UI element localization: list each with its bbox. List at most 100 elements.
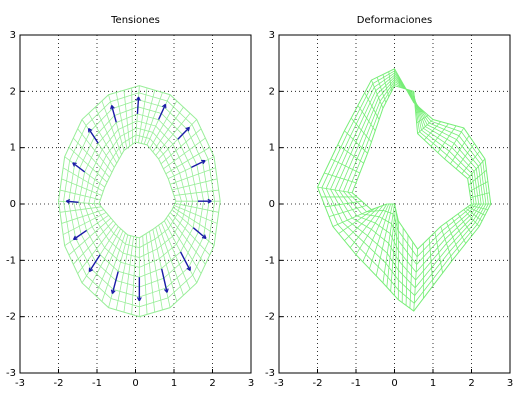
mesh-line xyxy=(137,87,148,143)
mesh-line xyxy=(362,203,390,262)
mesh-boundary xyxy=(98,141,177,239)
mesh-line xyxy=(88,228,121,290)
mesh-line xyxy=(344,206,380,241)
mesh-line xyxy=(143,92,163,145)
mesh-line xyxy=(449,135,470,165)
mesh-line xyxy=(463,209,480,227)
chart-title: Deformaciones xyxy=(357,15,432,26)
mesh-line xyxy=(469,205,488,211)
mesh-line xyxy=(170,167,216,185)
mesh-line xyxy=(388,71,393,92)
mesh-line xyxy=(386,208,396,288)
x-tick-label: -2 xyxy=(313,378,323,389)
mesh-line xyxy=(155,113,191,156)
mesh-line xyxy=(440,226,453,261)
mesh-boundary xyxy=(316,68,492,312)
mesh-line xyxy=(140,90,156,144)
x-tick-label: -2 xyxy=(54,378,64,389)
mesh-line xyxy=(158,224,184,296)
mesh-line xyxy=(457,213,473,236)
mesh-line xyxy=(145,233,156,313)
arrow-head xyxy=(135,96,141,101)
mesh-line xyxy=(325,200,362,208)
arrow-head xyxy=(87,127,93,133)
mesh-line xyxy=(146,94,171,146)
arrow-head xyxy=(201,159,206,165)
arrow-head xyxy=(185,126,190,132)
mesh-line xyxy=(94,230,124,296)
y-tick-label: -2 xyxy=(6,312,16,323)
mesh-line xyxy=(108,94,125,151)
mesh-line xyxy=(437,125,457,153)
mesh-line xyxy=(337,144,364,164)
mesh-line xyxy=(330,158,361,174)
mesh-line xyxy=(173,205,218,224)
mesh-line xyxy=(434,232,444,274)
mesh-line xyxy=(338,207,376,234)
x-tick-label: -1 xyxy=(92,378,102,389)
mesh-line xyxy=(451,217,467,244)
mesh-line xyxy=(61,209,104,224)
arrow-head xyxy=(110,105,115,110)
mesh-line xyxy=(73,137,110,178)
mesh-line xyxy=(142,235,148,315)
arrow xyxy=(157,103,167,120)
mesh-line xyxy=(77,223,117,274)
mesh-line xyxy=(77,128,113,173)
mesh-line xyxy=(88,113,118,164)
mesh-line xyxy=(468,169,487,186)
arrow-head xyxy=(72,162,77,167)
arrow-head xyxy=(110,289,116,294)
mesh-line xyxy=(58,200,99,205)
mesh-line xyxy=(174,202,219,213)
y-tick-label: 2 xyxy=(10,86,16,97)
mesh-line xyxy=(131,87,134,145)
mesh-line xyxy=(149,100,178,149)
mesh-line xyxy=(171,209,215,246)
y-tick-label: 3 xyxy=(269,30,275,41)
mesh-line xyxy=(401,227,404,303)
mesh-line xyxy=(357,105,376,131)
mesh-line xyxy=(470,192,490,199)
mesh-line xyxy=(467,158,486,179)
mesh-line xyxy=(405,234,409,306)
mesh-line xyxy=(94,106,120,160)
y-tick-label: 1 xyxy=(269,143,275,154)
x-tick-label: 1 xyxy=(171,378,177,389)
arrow xyxy=(191,159,206,169)
mesh-line xyxy=(115,92,128,149)
y-tick-label: -3 xyxy=(6,368,16,379)
mesh-line xyxy=(161,222,191,290)
x-tick-label: 3 xyxy=(248,378,254,389)
mesh-line xyxy=(155,227,178,302)
mesh-line xyxy=(163,137,206,170)
x-tick-label: -1 xyxy=(351,378,361,389)
x-tick-label: -3 xyxy=(274,378,284,389)
mesh-line xyxy=(149,231,163,310)
mesh-line xyxy=(461,150,480,174)
mesh-line xyxy=(465,207,483,222)
arrow xyxy=(110,105,117,123)
mesh-line xyxy=(59,206,102,213)
y-tick-label: -3 xyxy=(265,368,275,379)
mesh-line xyxy=(428,237,434,286)
mesh-boundary xyxy=(57,85,221,318)
arrow-head xyxy=(65,199,71,204)
arrow xyxy=(111,271,119,294)
mesh-line xyxy=(350,117,372,143)
mesh-line xyxy=(344,130,368,154)
chart-title: Tensiones xyxy=(110,15,160,26)
mesh-line xyxy=(64,214,109,247)
y-tick-label: 0 xyxy=(269,199,275,210)
mesh-line xyxy=(413,249,418,312)
mesh-line xyxy=(123,90,131,147)
mesh-line xyxy=(61,178,102,196)
y-tick-label: -1 xyxy=(265,255,275,266)
arrow xyxy=(72,162,86,173)
arrow-head xyxy=(136,297,142,302)
mesh-line xyxy=(123,236,134,313)
mesh-line xyxy=(467,206,486,216)
mesh-line xyxy=(394,216,398,296)
mesh-line xyxy=(62,167,104,192)
mesh-line xyxy=(165,217,202,274)
